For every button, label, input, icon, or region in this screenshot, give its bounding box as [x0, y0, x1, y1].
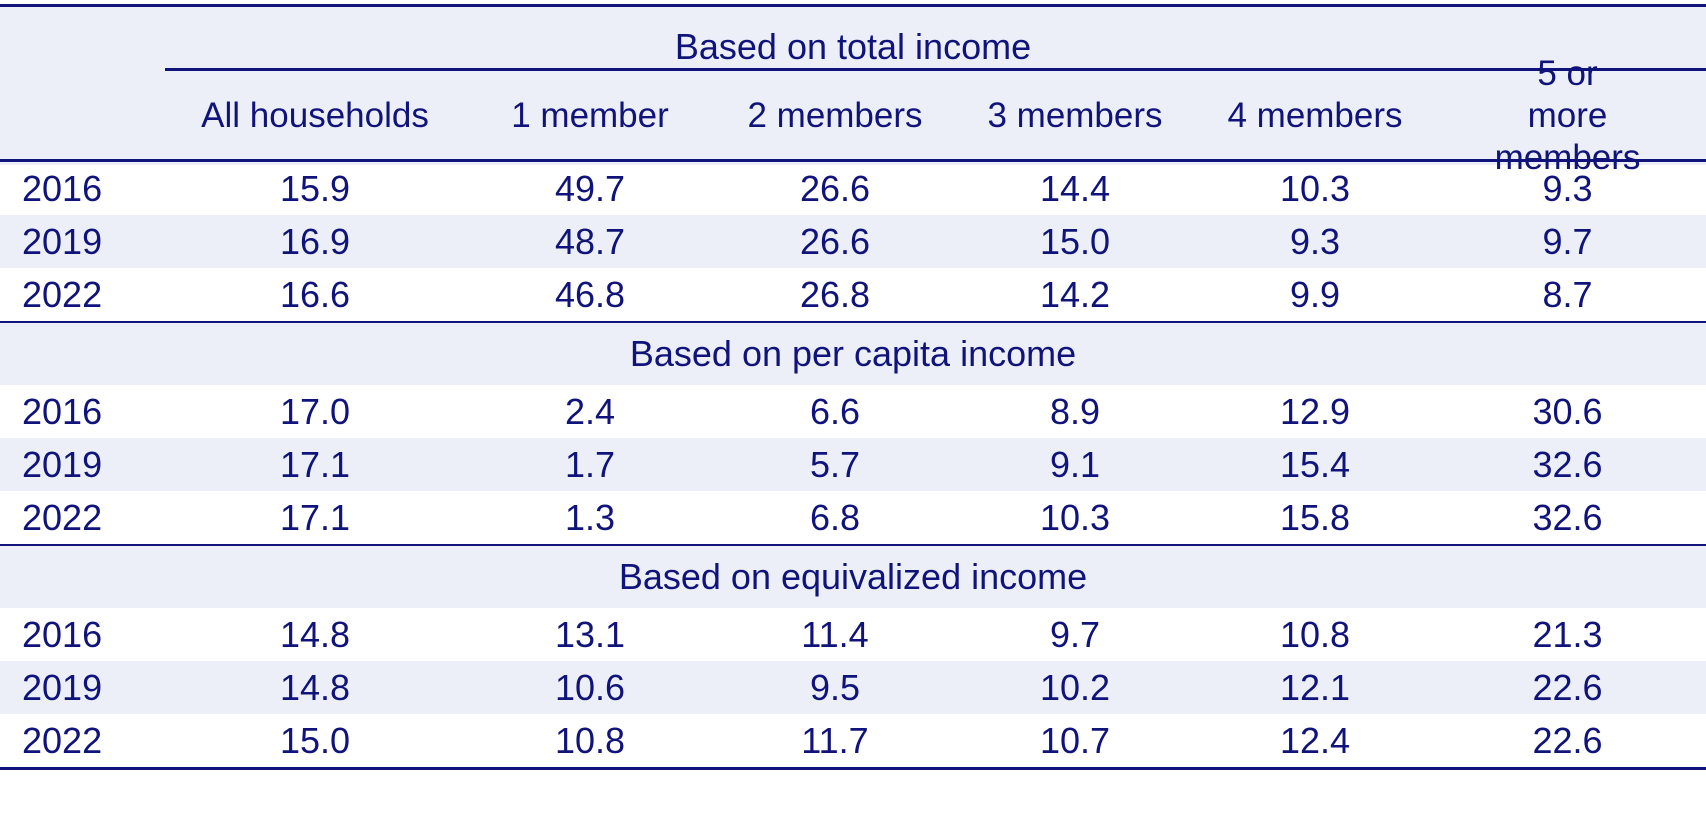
value-cell: 15.8 [1279, 496, 1351, 538]
year-cell: 2022 [22, 273, 103, 315]
year-cell: 2016 [22, 167, 103, 209]
column-header: 1 member [511, 96, 669, 135]
value-cell: 9.9 [1289, 273, 1341, 315]
table-header [0, 7, 1706, 165]
value-cell: 11.4 [801, 613, 869, 655]
value-cell: 13.1 [554, 613, 626, 655]
table-bottom-rule [0, 767, 1706, 770]
value-cell: 6.8 [809, 496, 861, 538]
value-cell: 10.3 [1039, 496, 1111, 538]
value-cell: 48.7 [554, 220, 626, 262]
year-cell: 2022 [22, 496, 103, 538]
value-cell: 17.1 [279, 443, 351, 485]
table-row: 2022 17.1 1.3 6.8 10.3 15.8 32.6 [0, 491, 1706, 544]
value-cell: 17.0 [279, 390, 351, 432]
value-cell: 16.9 [279, 220, 351, 262]
value-cell: 10.6 [554, 666, 626, 708]
value-cell: 26.8 [799, 273, 871, 315]
value-cell: 30.6 [1532, 390, 1603, 432]
year-cell: 2019 [22, 666, 103, 708]
value-cell: 22.6 [1532, 666, 1603, 708]
table-row: 2022 15.0 10.8 11.7 10.7 12.4 22.6 [0, 714, 1706, 767]
value-cell: 21.3 [1532, 613, 1603, 655]
value-cell: 1.7 [564, 443, 616, 485]
value-cell: 15.4 [1279, 443, 1351, 485]
table-row: 2016 14.8 13.1 11.4 9.7 10.8 21.3 [0, 608, 1706, 661]
value-cell: 32.6 [1532, 443, 1603, 485]
table-row: 2019 16.9 48.7 26.6 15.0 9.3 9.7 [0, 215, 1706, 268]
value-cell: 12.1 [1279, 666, 1351, 708]
year-cell: 2019 [22, 443, 103, 485]
section-title: Based on per capita income [629, 333, 1077, 374]
value-cell: 9.5 [809, 666, 861, 708]
value-cell: 12.4 [1279, 719, 1351, 761]
section-title-band [0, 323, 1706, 385]
value-cell: 32.6 [1532, 496, 1603, 538]
value-cell: 10.8 [1279, 613, 1351, 655]
value-cell: 9.7 [1049, 613, 1101, 655]
value-cell: 10.2 [1039, 666, 1111, 708]
section-divider [0, 321, 1706, 323]
value-cell: 14.8 [279, 613, 351, 655]
column-header: 2 members [747, 96, 923, 135]
value-cell: 14.8 [279, 666, 351, 708]
table-row: 2019 17.1 1.7 5.7 9.1 15.4 32.6 [0, 438, 1706, 491]
header-underline [165, 68, 1706, 71]
table-row: 2022 16.6 46.8 26.8 14.2 9.9 8.7 [0, 268, 1706, 321]
value-cell: 2.4 [564, 390, 616, 432]
value-cell: 6.6 [809, 390, 861, 432]
value-cell: 46.8 [554, 273, 626, 315]
value-cell: 49.7 [554, 167, 626, 209]
value-cell: 17.1 [279, 496, 351, 538]
top-header-title: Based on total income [674, 26, 1032, 67]
section-title: Based on equivalized income [618, 556, 1088, 597]
column-header-row: All households 1 member 2 members 3 memb… [0, 54, 1706, 177]
header-bottom-rule [0, 159, 1706, 162]
section-divider [0, 544, 1706, 546]
value-cell: 1.3 [564, 496, 616, 538]
column-header: 5 or more members [1494, 54, 1641, 177]
year-cell: 2019 [22, 220, 103, 262]
value-cell: 9.1 [1049, 443, 1101, 485]
value-cell: 15.9 [279, 167, 351, 209]
value-cell: 8.7 [1542, 273, 1593, 315]
value-cell: 5.7 [809, 443, 861, 485]
value-cell: 9.3 [1289, 220, 1341, 262]
value-cell: 9.3 [1542, 167, 1593, 209]
year-cell: 2016 [22, 613, 103, 655]
table-top-rule [0, 4, 1706, 7]
table-row: 2016 15.9 49.7 26.6 14.4 10.3 9.3 [0, 162, 1706, 215]
column-header: All households [201, 96, 429, 135]
column-header: 3 members [987, 96, 1163, 135]
column-header: 4 members [1227, 96, 1403, 135]
value-cell: 15.0 [1039, 220, 1111, 262]
value-cell: 26.6 [799, 220, 871, 262]
value-cell: 26.6 [799, 167, 871, 209]
value-cell: 22.6 [1532, 719, 1603, 761]
value-cell: 14.2 [1039, 273, 1111, 315]
year-cell: 2022 [22, 719, 103, 761]
value-cell: 15.0 [279, 719, 351, 761]
value-cell: 10.7 [1039, 719, 1111, 761]
section-title-band [0, 546, 1706, 608]
value-cell: 9.7 [1542, 220, 1593, 262]
value-cell: 16.6 [279, 273, 351, 315]
table-row: 2019 14.8 10.6 9.5 10.2 12.1 22.6 [0, 661, 1706, 714]
value-cell: 10.3 [1279, 167, 1351, 209]
value-cell: 8.9 [1049, 390, 1101, 432]
table-row: 2016 17.0 2.4 6.6 8.9 12.9 30.6 [0, 385, 1706, 438]
value-cell: 14.4 [1039, 167, 1111, 209]
value-cell: 10.8 [554, 719, 626, 761]
value-cell: 11.7 [801, 719, 869, 761]
value-cell: 12.9 [1279, 390, 1351, 432]
year-cell: 2016 [22, 390, 103, 432]
